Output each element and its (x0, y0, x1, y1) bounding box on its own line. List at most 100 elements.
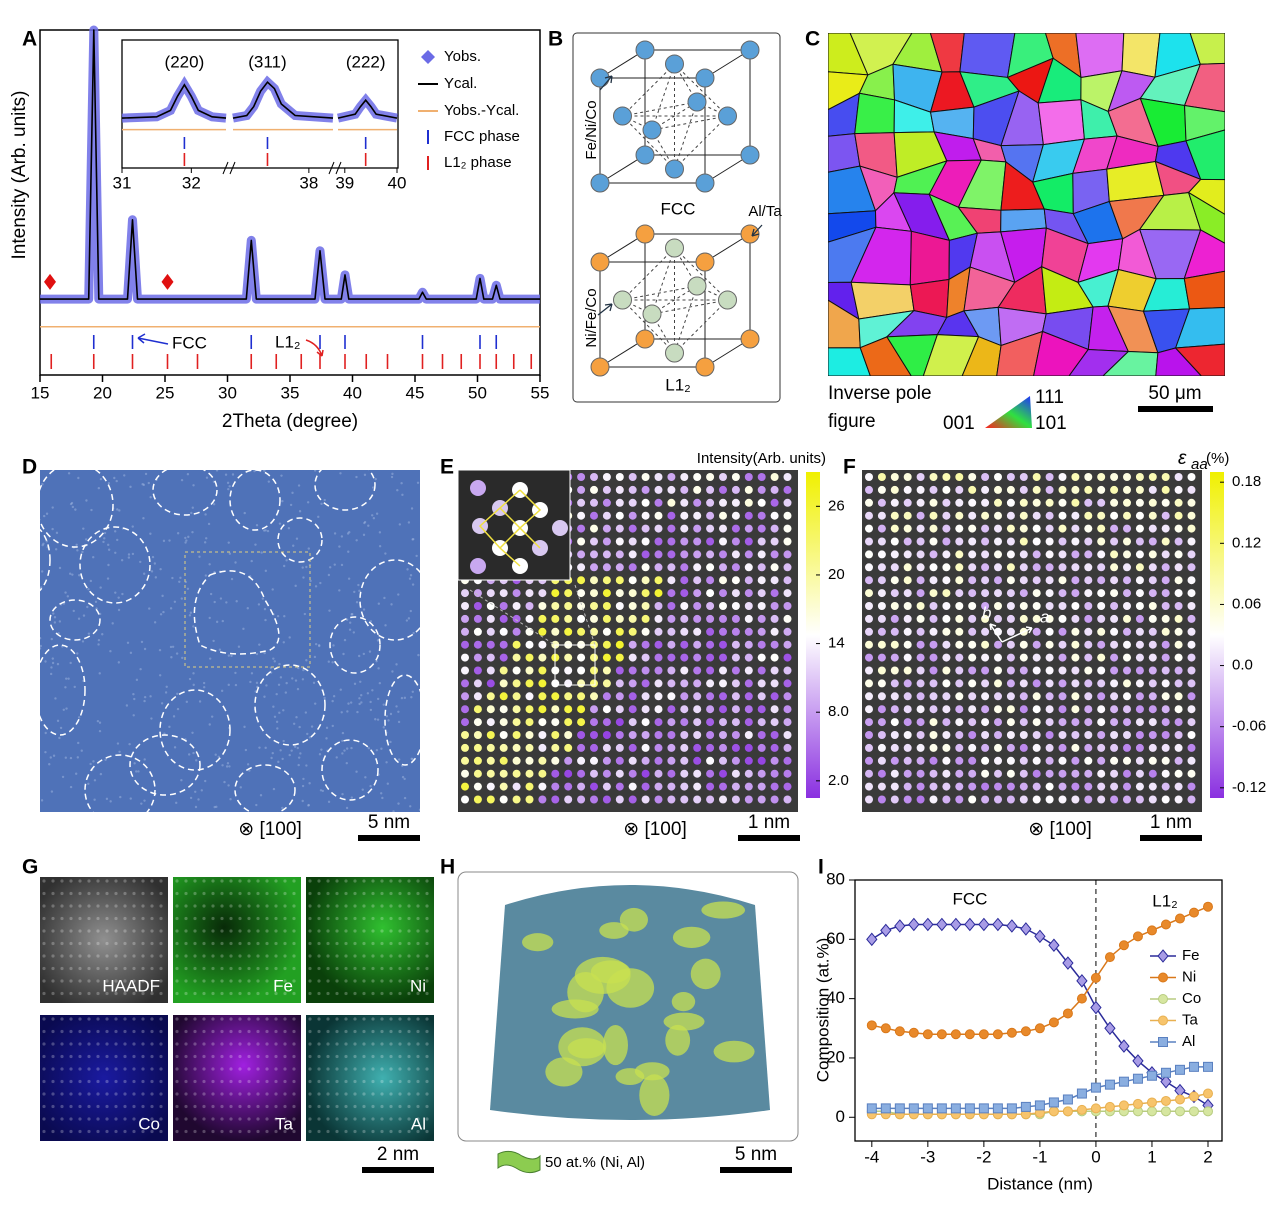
marker (1104, 1021, 1116, 1036)
marker (964, 1103, 975, 1114)
texture (346, 532, 350, 535)
atom-column (968, 679, 977, 688)
atom-column (667, 485, 676, 494)
texture (114, 979, 118, 983)
atom-column (1058, 653, 1067, 662)
texture (319, 581, 322, 585)
atom-column (577, 653, 586, 662)
texture (368, 650, 372, 653)
texture (355, 770, 358, 773)
atom-column (654, 511, 663, 520)
atom-column (602, 614, 611, 623)
texture (362, 1067, 366, 1071)
texture (64, 686, 67, 689)
atom-column (903, 718, 912, 727)
atom-column (731, 756, 740, 765)
atom (687, 276, 707, 296)
marker (1202, 1106, 1213, 1117)
texture (150, 1129, 154, 1134)
texture (375, 659, 378, 663)
atom-column (706, 705, 715, 714)
label: b (982, 603, 991, 622)
texture (326, 954, 330, 958)
texture (371, 941, 375, 946)
texture (348, 628, 352, 631)
atom-column (654, 485, 663, 494)
texture (69, 966, 73, 971)
atom-column (903, 756, 912, 765)
texture (193, 891, 197, 896)
atom-column (1058, 576, 1067, 585)
texture (116, 538, 119, 542)
atom-column (1045, 589, 1054, 598)
texture (308, 966, 312, 971)
texture (141, 891, 145, 896)
texture (395, 663, 398, 666)
texture (193, 1054, 197, 1059)
atom-column (654, 614, 663, 623)
texture (353, 966, 357, 971)
texture (350, 746, 353, 750)
atom-column (525, 589, 534, 598)
marker (1034, 1023, 1045, 1034)
texture (229, 941, 233, 946)
texture (150, 1042, 154, 1046)
atom-column (1135, 795, 1144, 804)
marker (1174, 1064, 1185, 1075)
atom-column (1019, 743, 1028, 752)
texture (389, 891, 393, 896)
marker (1034, 929, 1046, 944)
atom-column (1084, 705, 1093, 714)
texture (141, 929, 145, 933)
atom-column (590, 731, 598, 739)
atom-column (525, 602, 534, 610)
atom-column (890, 653, 899, 662)
texture (380, 1029, 384, 1034)
texture (351, 613, 354, 616)
atom-column (590, 563, 598, 572)
texture (238, 1079, 242, 1084)
grain (828, 133, 861, 173)
marker (1118, 1100, 1129, 1111)
atom-column (1174, 666, 1183, 675)
atom-column (1187, 563, 1196, 572)
texture (274, 991, 278, 996)
texture (371, 916, 375, 921)
texture (377, 667, 380, 670)
atom-column (731, 782, 740, 791)
texture (75, 543, 78, 546)
texture (42, 991, 46, 996)
texture (273, 660, 276, 663)
atom-column (877, 576, 886, 585)
label: -1 (1032, 1147, 1047, 1166)
texture (403, 796, 407, 800)
isosurface (671, 992, 696, 1012)
texture (283, 1029, 287, 1034)
texture (215, 620, 219, 624)
atom-column (719, 576, 727, 585)
atom-column (680, 692, 689, 701)
texture (350, 796, 354, 799)
texture (159, 929, 163, 933)
atom-column (783, 769, 792, 778)
grain (1183, 270, 1225, 310)
label: Ni (1182, 968, 1196, 985)
atom-column (602, 602, 611, 610)
texture (96, 1029, 100, 1034)
atom-column (628, 524, 637, 533)
atom-column (667, 743, 676, 752)
texture (193, 954, 197, 958)
texture (265, 929, 269, 933)
atom-column (1045, 731, 1054, 739)
texture (150, 879, 154, 883)
atom-column (890, 550, 899, 559)
precipitate-outline (40, 470, 114, 548)
atom-column (916, 743, 925, 752)
texture (193, 1129, 197, 1134)
texture (326, 979, 330, 983)
texture (416, 979, 420, 983)
atom-column (1097, 473, 1106, 481)
atom-column (1110, 782, 1119, 791)
atom-column (981, 718, 990, 727)
texture (371, 1129, 375, 1134)
